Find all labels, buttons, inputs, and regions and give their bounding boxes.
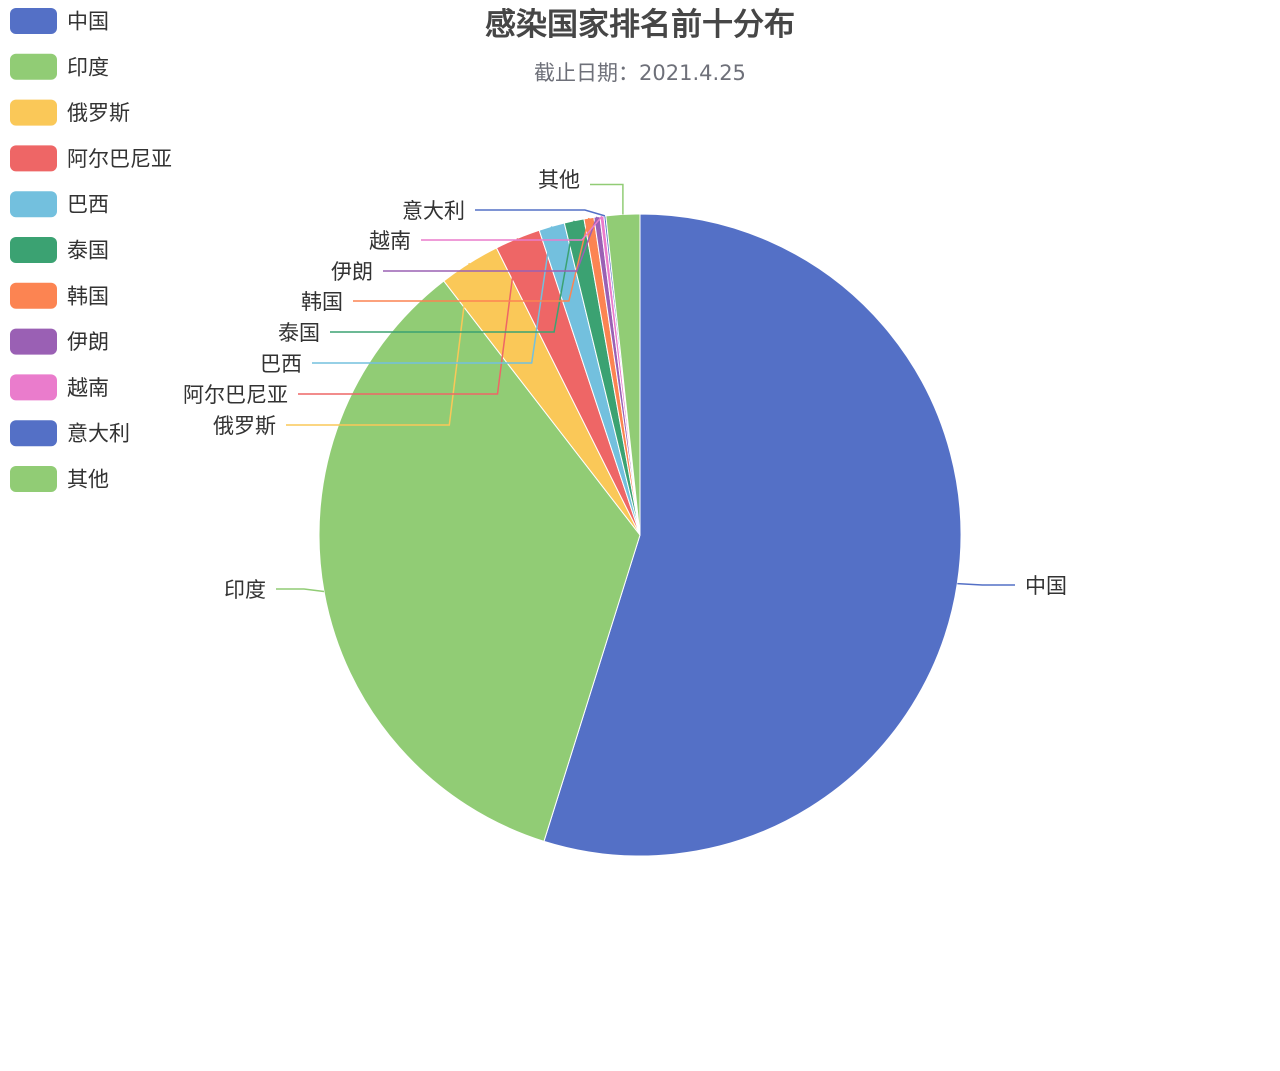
legend-swatch — [10, 191, 57, 218]
slice-label-item-2: 印度 — [224, 578, 266, 602]
legend-label: 俄罗斯 — [67, 101, 130, 125]
legend-swatch — [10, 237, 57, 263]
slice-label-item-5: 巴西 — [260, 352, 302, 376]
pie-slice-item-1[interactable] — [543, 213, 962, 857]
legend-item-item-2[interactable]: 印度 — [10, 53, 109, 80]
leader-line-item-2 — [276, 588, 325, 593]
slice-label-item-8: 伊朗 — [331, 260, 373, 284]
leader-line-item-9 — [421, 215, 603, 241]
leader-line-item-5 — [312, 226, 553, 364]
legend-swatch — [10, 466, 57, 492]
leader-line-item-10 — [475, 209, 606, 217]
pie-slices — [318, 213, 962, 857]
legend-label: 越南 — [67, 376, 109, 400]
slice-label-item-4: 阿尔巴尼亚 — [183, 383, 288, 407]
legend-label: 中国 — [67, 10, 109, 34]
legend-item-item-10[interactable]: 意大利 — [10, 420, 130, 447]
legend-label: 其他 — [67, 468, 109, 492]
legend-swatch — [10, 145, 57, 172]
legend-label: 印度 — [67, 55, 109, 79]
legend-label: 意大利 — [67, 422, 130, 446]
slice-label-item-6: 泰国 — [278, 321, 320, 345]
legend-label: 泰国 — [67, 239, 109, 263]
leader-line-item-3 — [286, 263, 471, 426]
slice-label-item-1: 中国 — [1025, 574, 1067, 598]
leader-line-item-4 — [298, 238, 519, 395]
chart-subtitle: 截止日期：2021.4.25 — [534, 61, 746, 85]
legend-swatch — [10, 374, 57, 401]
legend-item-item-11[interactable]: 其他 — [10, 466, 109, 492]
legend-item-item-8[interactable]: 伊朗 — [10, 328, 109, 355]
legend-swatch — [10, 99, 57, 126]
legend-swatch — [10, 8, 57, 34]
legend-swatch — [10, 420, 57, 447]
legend-label: 巴西 — [67, 193, 109, 217]
leader-line-item-11 — [590, 183, 624, 215]
legend-item-item-5[interactable]: 巴西 — [10, 191, 109, 218]
slice-label-item-7: 韩国 — [301, 290, 343, 314]
legend-swatch — [10, 328, 57, 355]
legend-item-item-1[interactable]: 中国 — [10, 8, 109, 34]
legend-item-item-4[interactable]: 阿尔巴尼亚 — [10, 145, 172, 172]
leader-line-item-7 — [353, 217, 590, 302]
legend-item-item-9[interactable]: 越南 — [10, 374, 109, 401]
pie-slice-item-2[interactable] — [318, 280, 641, 842]
leader-line-item-6 — [330, 220, 575, 333]
slice-label-item-11: 其他 — [538, 168, 580, 192]
chart-title: 感染国家排名前十分布 — [485, 7, 795, 43]
leader-line-item-8 — [383, 216, 598, 272]
legend-label: 韩国 — [67, 284, 109, 308]
slice-label-item-9: 越南 — [369, 229, 411, 253]
legend-item-item-3[interactable]: 俄罗斯 — [10, 99, 130, 126]
legend-label: 阿尔巴尼亚 — [67, 147, 172, 171]
legend-item-item-7[interactable]: 韩国 — [10, 282, 109, 309]
legend-item-item-6[interactable]: 泰国 — [10, 237, 109, 263]
slice-label-item-10: 意大利 — [402, 199, 465, 223]
legend-swatch — [10, 53, 57, 80]
slice-label-item-3: 俄罗斯 — [213, 414, 276, 438]
leader-line-item-1 — [957, 582, 1015, 586]
legend-swatch — [10, 282, 57, 309]
slice-labels: 中国 印度 俄罗斯 阿尔巴尼亚 巴西 泰国 韩国 伊朗 越南 意大利 其他 — [183, 168, 1067, 602]
legend-label: 伊朗 — [67, 330, 109, 354]
